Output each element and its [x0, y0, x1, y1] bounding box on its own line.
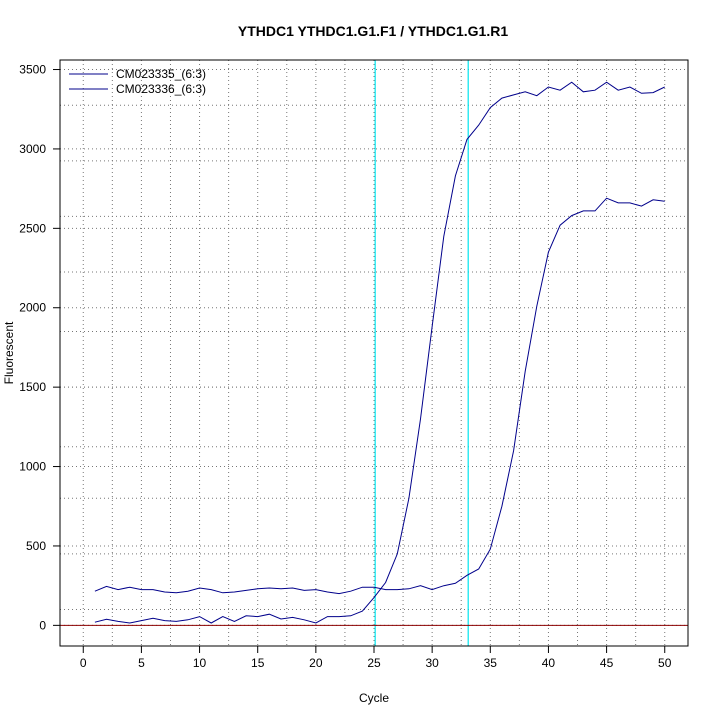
x-axis: 0 5 10 15 20 25 30 35 40 45 50: [80, 645, 672, 670]
y-tick-label: 0: [39, 618, 46, 632]
x-tick-label: 35: [484, 656, 498, 670]
x-tick-label: 50: [658, 656, 672, 670]
legend: CM023335_(6:3)CM023336_(6:3): [69, 67, 206, 96]
y-axis: 0 500 1000 1500 2000 2500 3000 3500: [19, 63, 61, 632]
y-tick-label: 3500: [19, 63, 46, 77]
series-lines: [94, 81, 665, 624]
x-tick-label: 10: [193, 656, 207, 670]
plot-frame: [59, 59, 689, 647]
x-tick-label: 25: [367, 656, 381, 670]
threshold-lines: [374, 60, 469, 646]
legend-label-2: CM023336_(6:3): [116, 82, 206, 96]
x-axis-label: Cycle: [359, 691, 389, 705]
y-tick-label: 1000: [19, 460, 46, 474]
x-tick-label: 20: [309, 656, 323, 670]
chart-title: YTHDC1 YTHDC1.G1.F1 / YTHDC1.G1.R1: [238, 23, 508, 39]
x-tick-label: 0: [80, 656, 87, 670]
x-tick-label: 15: [251, 656, 265, 670]
y-axis-label: Fluorescent: [2, 321, 16, 384]
y-tick-label: 3000: [19, 142, 46, 156]
legend-label-1: CM023335_(6:3): [116, 67, 206, 81]
y-tick-label: 500: [26, 539, 46, 553]
series-line-2: [94, 197, 665, 595]
x-tick-label: 40: [542, 656, 556, 670]
y-tick-label: 2000: [19, 301, 46, 315]
x-tick-label: 30: [425, 656, 439, 670]
x-tick-label: 45: [600, 656, 614, 670]
grid-lines: [60, 60, 688, 646]
y-tick-label: 1500: [19, 380, 46, 394]
x-tick-label: 5: [138, 656, 145, 670]
y-tick-label: 2500: [19, 221, 46, 235]
series-line-1: [94, 81, 665, 624]
